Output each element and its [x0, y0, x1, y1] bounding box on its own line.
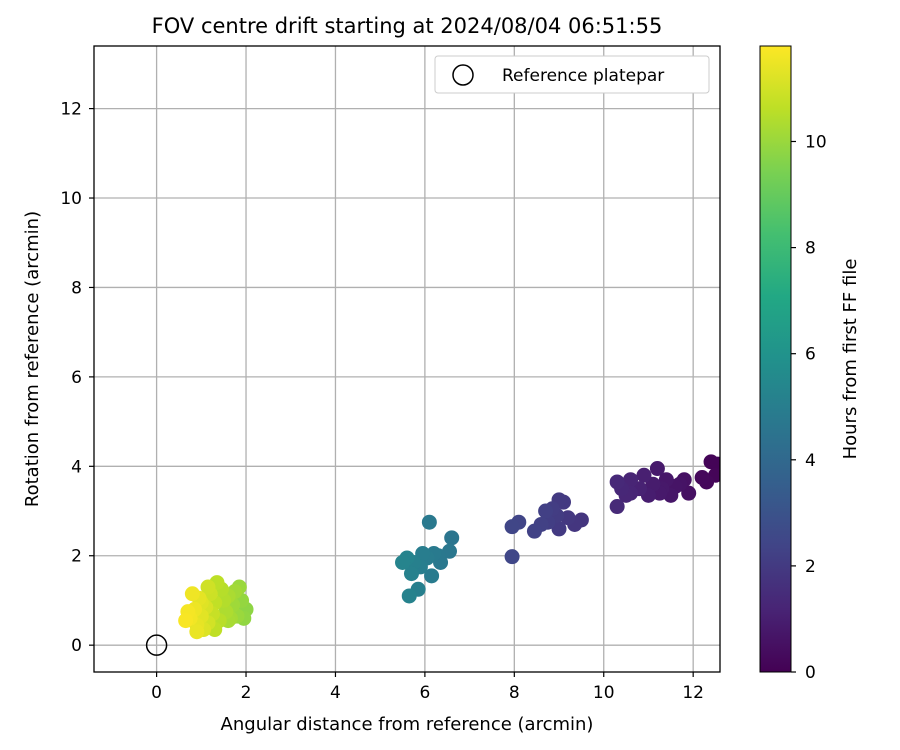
- scatter-point: [710, 456, 720, 472]
- y-tick-label: 12: [60, 100, 82, 120]
- scatter-point: [189, 624, 205, 640]
- scatter-point: [551, 521, 567, 537]
- y-tick-label: 8: [71, 278, 82, 298]
- y-tick-label: 2: [71, 547, 82, 567]
- scatter-point: [403, 566, 419, 582]
- legend-box: [434, 55, 710, 94]
- scatter-point: [538, 503, 554, 519]
- scatter-point: [401, 588, 417, 604]
- colorbar: 0 2 4 6 8 10 Hours from first FF file: [759, 45, 861, 683]
- scatter-point: [609, 499, 625, 515]
- scatter-point: [444, 530, 460, 546]
- y-tick-label: 10: [60, 189, 82, 209]
- scatter-point: [424, 568, 440, 584]
- y-axis-label: Rotation from reference (arcmin): [22, 211, 43, 507]
- scatter-point: [184, 586, 200, 602]
- legend-marker: [452, 64, 474, 86]
- x-axis-label: Angular distance from reference (arcmin): [221, 714, 594, 735]
- colorbar-gradient: [759, 45, 792, 673]
- x-tick-label: 12: [682, 683, 704, 703]
- reference-platepar-marker: [145, 634, 168, 656]
- scatter-point: [200, 579, 216, 595]
- colorbar-tick-label: 8: [805, 239, 816, 259]
- x-tick-label: 10: [593, 683, 615, 703]
- y-tick-label: 4: [71, 457, 82, 477]
- x-ticks: 0 2 4 6 8 10 12: [151, 672, 704, 703]
- scatter-point: [649, 461, 665, 477]
- x-tick-label: 2: [241, 683, 252, 703]
- x-tick-label: 0: [151, 683, 162, 703]
- scatter-point: [694, 469, 710, 485]
- legend: Reference platepar: [434, 55, 710, 94]
- colorbar-ticks: 0 2 4 6 8 10: [791, 132, 827, 683]
- x-tick-label: 4: [330, 683, 341, 703]
- colorbar-tick-label: 10: [805, 132, 827, 152]
- y-ticks: 0 2 4 6 8 10 12: [60, 100, 94, 656]
- scatter-point: [609, 474, 625, 490]
- x-tick-label: 8: [509, 683, 520, 703]
- scatter-point: [178, 613, 194, 629]
- scatter-point: [504, 549, 520, 565]
- colorbar-tick-label: 4: [805, 451, 816, 471]
- colorbar-tick-label: 2: [805, 557, 816, 577]
- scatter-point: [636, 467, 652, 483]
- scatter-point: [504, 519, 520, 535]
- scatter-point: [526, 523, 542, 539]
- colorbar-tick-label: 0: [805, 663, 816, 683]
- scatter-point: [560, 510, 576, 526]
- scatter-point: [421, 514, 437, 530]
- scatter-point: [395, 554, 411, 570]
- colorbar-label: Hours from first FF file: [840, 259, 861, 460]
- colorbar-tick-label: 6: [805, 345, 816, 365]
- plot-frame: [93, 45, 721, 673]
- chart-title: FOV centre drift starting at 2024/08/04 …: [152, 14, 663, 38]
- grid-lines: [94, 46, 720, 672]
- legend-label: Reference platepar: [502, 66, 664, 86]
- x-tick-label: 6: [419, 683, 430, 703]
- scatter-points: [178, 454, 720, 640]
- y-tick-label: 0: [71, 636, 82, 656]
- y-tick-label: 6: [71, 368, 82, 388]
